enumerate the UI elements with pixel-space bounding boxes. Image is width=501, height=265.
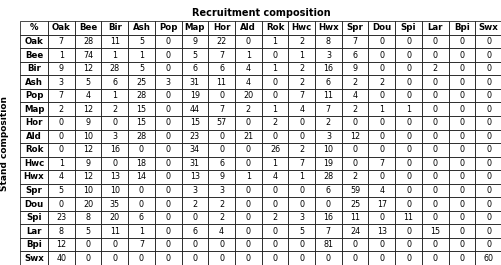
Text: Recruitment composition: Recruitment composition [191, 8, 330, 18]
Text: Stand composition: Stand composition [0, 96, 9, 191]
